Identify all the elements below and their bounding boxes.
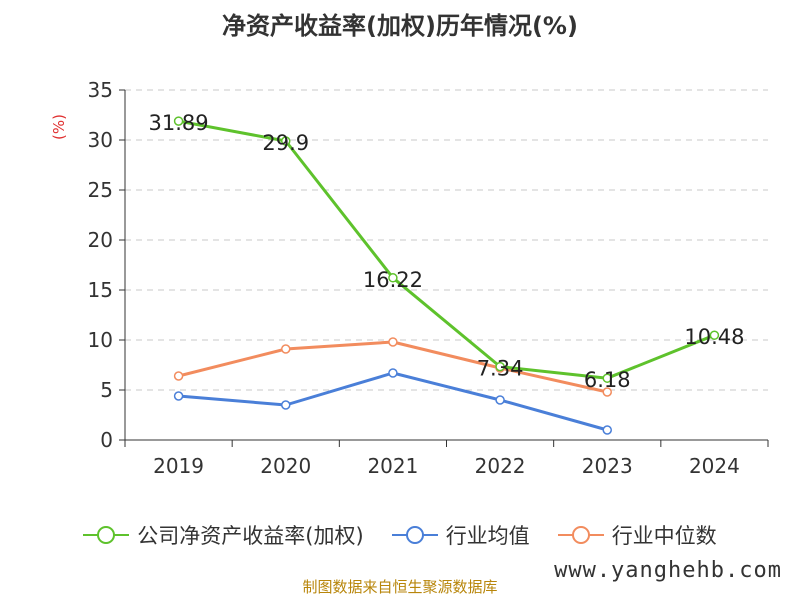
data-label-2022: 7.34 (477, 357, 524, 381)
y-tick-label-6: 30 (88, 128, 113, 152)
point-s1-2022 (495, 395, 505, 405)
y-tick-label-5: 25 (88, 178, 113, 202)
y-tick-label-4: 20 (88, 228, 113, 252)
point-s2-2023 (602, 387, 612, 397)
point-s2-2020 (281, 344, 291, 354)
y-tick-label-1: 5 (100, 378, 113, 402)
legend-label-industry-avg: 行业均值 (445, 524, 530, 548)
point-s0-2019 (173, 116, 184, 126)
point-s1-2019 (173, 391, 184, 401)
legend-item-industry-avg[interactable]: 行业均值 (391, 520, 530, 550)
y-tick-label-3: 15 (88, 278, 113, 302)
legend: 公司净资产收益率(加权) 行业均值 行业中位数 (0, 520, 800, 550)
y-tick-label-2: 10 (88, 328, 113, 352)
data-label-2021: 16.22 (363, 268, 423, 292)
point-s2-2021 (388, 337, 398, 347)
x-tick-label-2019: 2019 (153, 454, 204, 478)
point-s0-2021 (388, 273, 398, 283)
x-tick-label-2023: 2023 (582, 454, 633, 478)
data-label-2020: 29.9 (262, 131, 309, 155)
point-s0-2022 (495, 361, 505, 372)
point-s2-2019 (173, 371, 184, 381)
legend-item-company[interactable]: 公司净资产收益率(加权) (83, 520, 364, 550)
series-line-2 (178, 340, 608, 394)
point-s0-2020 (281, 136, 291, 146)
data-label-2023: 6.18 (584, 368, 631, 392)
source-note: 制图数据来自恒生聚源数据库 (302, 578, 498, 596)
legend-item-industry-median[interactable]: 行业中位数 (557, 520, 717, 550)
series-line-0 (178, 119, 715, 380)
legend-label-industry-median: 行业中位数 (611, 524, 717, 548)
x-tick-label-2021: 2021 (367, 454, 418, 478)
x-tick-label-2024: 2024 (689, 454, 740, 478)
y-tick-label-7: 35 (88, 78, 113, 102)
x-tick-label-2022: 2022 (475, 454, 526, 478)
legend-marker-industry-avg (391, 525, 438, 545)
point-s0-2023 (602, 373, 612, 383)
data-label-2019: 31.89 (149, 111, 209, 135)
point-s1-2020 (281, 400, 291, 410)
chart-title: 净资产收益率(加权)历年情况(%) (222, 12, 578, 40)
legend-marker-company (83, 525, 130, 545)
point-s1-2021 (388, 368, 398, 378)
point-s1-2023 (602, 425, 612, 435)
legend-label-company: 公司净资产收益率(加权) (137, 524, 364, 548)
legend-marker-industry-median (557, 525, 604, 545)
point-s0-2024 (709, 330, 720, 340)
x-tick-label-2020: 2020 (260, 454, 311, 478)
data-label-2024: 10.48 (684, 325, 744, 349)
y-tick-label-0: 0 (100, 428, 113, 452)
series-line-1 (178, 371, 608, 432)
watermark: www.yanghehb.com (554, 558, 782, 583)
